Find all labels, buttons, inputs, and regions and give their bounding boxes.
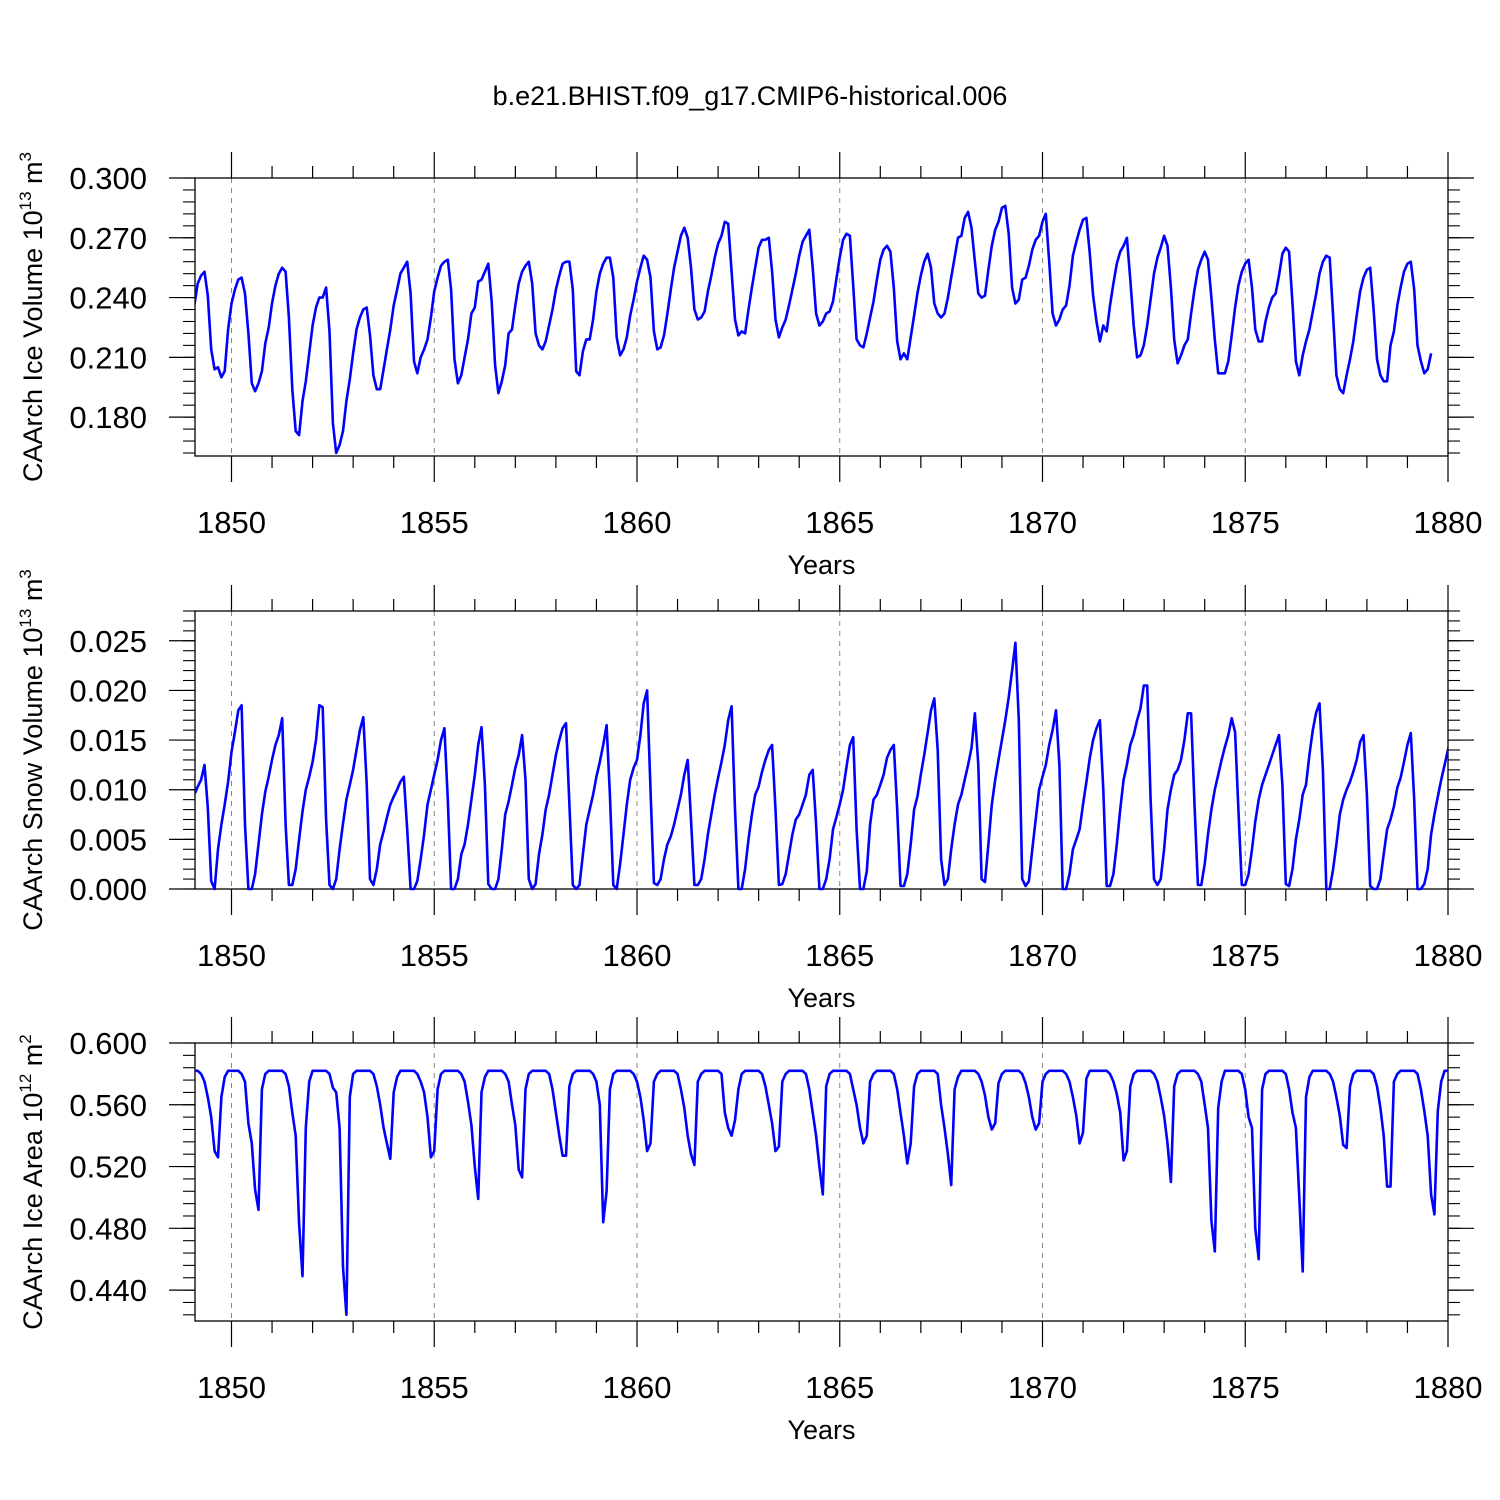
x-axis-label: Years xyxy=(787,983,855,1013)
figure-title: b.e21.BHIST.f09_g17.CMIP6-historical.006 xyxy=(493,81,1008,111)
x-tick-label: 1860 xyxy=(603,1370,672,1405)
x-tick-label: 1880 xyxy=(1414,505,1483,540)
x-tick-label: 1865 xyxy=(805,1370,874,1405)
x-tick-label: 1850 xyxy=(197,938,266,973)
x-tick-label: 1860 xyxy=(603,505,672,540)
y-axis-label: CAArch Ice Area 1012 m2 xyxy=(16,1034,48,1330)
panels: 0.180 0.210 0.240 0.270 0.300 1850 1855 1860 186… xyxy=(16,152,1483,1445)
x-tick-label: 1855 xyxy=(400,938,469,973)
y-tick-label: 0.240 xyxy=(69,281,147,316)
x-tick-label: 1855 xyxy=(400,505,469,540)
y-tick-label: 0.600 xyxy=(69,1026,147,1061)
y-tick-label: 0.300 xyxy=(69,161,147,196)
y-tick-label: 0.210 xyxy=(69,340,147,375)
panel-2: 0.000 0.005 0.010 0.015 0.020 0.025 1850 1855 18… xyxy=(16,569,1482,1013)
x-tick-label: 1860 xyxy=(603,938,672,973)
y-tick-label: 0.270 xyxy=(69,221,147,256)
x-tick-label: 1870 xyxy=(1008,1370,1077,1405)
x-tick-label: 1850 xyxy=(197,1370,266,1405)
y-tick-label: 0.180 xyxy=(69,400,147,435)
y-tick-label: 0.560 xyxy=(69,1088,147,1123)
y-tick-label: 0.010 xyxy=(69,773,147,808)
x-tick-label: 1870 xyxy=(1008,505,1077,540)
x-tick-label: 1850 xyxy=(197,505,266,540)
x-axis-label: Years xyxy=(787,550,855,580)
y-tick-label: 0.440 xyxy=(69,1273,147,1308)
y-tick-label: 0.480 xyxy=(69,1211,147,1246)
plot-frame xyxy=(194,177,1449,457)
y-tick-label: 0.015 xyxy=(69,723,147,758)
y-tick-label: 0.000 xyxy=(69,872,147,907)
y-tick-label: 0.020 xyxy=(69,673,147,708)
x-tick-label: 1875 xyxy=(1211,938,1280,973)
y-tick-label: 0.025 xyxy=(69,624,147,659)
x-tick-label: 1880 xyxy=(1414,938,1483,973)
x-tick-label: 1870 xyxy=(1008,938,1077,973)
x-axis-label: Years xyxy=(787,1415,855,1445)
series-line xyxy=(195,204,1433,455)
x-tick-label: 1855 xyxy=(400,1370,469,1405)
y-tick-label: 0.005 xyxy=(69,822,147,857)
y-axis-label: CAArch Snow Volume 1013 m3 xyxy=(16,569,48,931)
series-line xyxy=(195,1069,1448,1317)
series-line xyxy=(195,641,1448,891)
x-tick-label: 1865 xyxy=(805,505,874,540)
x-tick-label: 1865 xyxy=(805,938,874,973)
panel-3: 0.440 0.480 0.520 0.560 0.600 1850 1855 1860 186… xyxy=(16,1017,1483,1445)
plot-frame xyxy=(194,1042,1449,1322)
x-tick-label: 1875 xyxy=(1211,1370,1280,1405)
x-tick-label: 1880 xyxy=(1414,1370,1483,1405)
plot-frame xyxy=(194,610,1449,890)
y-axis-label: CAArch Ice Volume 1013 m3 xyxy=(16,152,48,482)
panel-1: 0.180 0.210 0.240 0.270 0.300 1850 1855 1860 186… xyxy=(16,152,1482,580)
y-tick-label: 0.520 xyxy=(69,1150,147,1185)
x-tick-label: 1875 xyxy=(1211,505,1280,540)
